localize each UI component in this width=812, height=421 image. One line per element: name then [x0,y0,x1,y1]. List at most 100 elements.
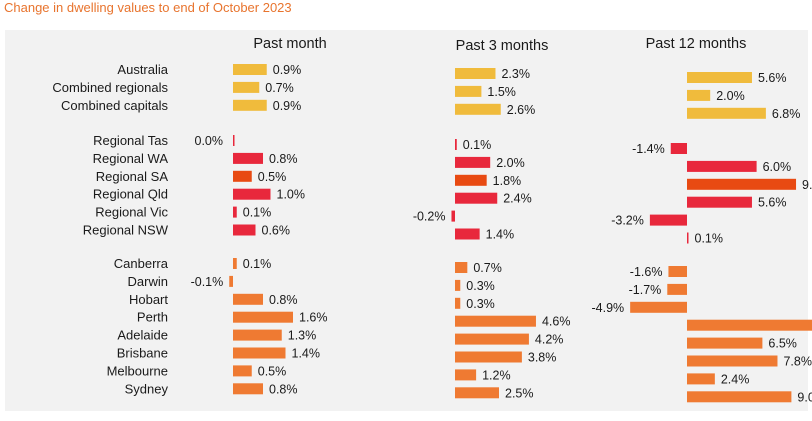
data-label-past-3-months-regional-nsw: 1.4% [486,228,515,242]
bar-past-12-months-sydney [687,391,792,403]
bar-past-3-months-hobart [455,297,461,309]
data-label-past-12-months-regional-tas: -1.4% [632,142,665,156]
bar-past-12-months-combined-regionals [687,89,711,101]
data-label-past-3-months-regional-vic: -0.2% [413,210,446,224]
bar-past-3-months-regional-vic [451,210,455,222]
category-label-regional-sa: Regional SA [96,169,169,184]
bar-past-month-regional-tas [233,135,235,146]
data-label-past-month-regional-wa: 0.8% [269,152,298,166]
data-label-past-3-months-sydney: 2.5% [505,386,534,400]
category-label-sydney: Sydney [125,381,169,396]
category-label-melbourne: Melbourne [107,363,168,378]
category-label-canberra: Canberra [114,256,169,271]
category-label-combined-regionals: Combined regionals [52,80,168,95]
data-label-past-12-months-australia: 5.6% [758,71,787,85]
bar-past-12-months-hobart [630,301,687,313]
data-label-past-3-months-brisbane: 3.8% [528,351,557,365]
category-label-perth: Perth [137,310,168,325]
data-label-past-12-months-regional-vic: -3.2% [611,214,644,228]
data-label-past-month-darwin: -0.1% [191,275,224,289]
bar-past-month-australia [233,64,267,75]
bar-past-3-months-sydney [455,387,499,399]
bar-past-month-regional-wa [233,152,263,164]
bar-past-12-months-regional-tas [670,143,687,154]
bar-past-12-months-melbourne [687,373,715,385]
bar-past-3-months-melbourne [455,369,477,381]
data-label-past-month-sydney: 0.8% [269,382,298,396]
data-label-past-month-melbourne: 0.5% [258,364,287,378]
bar-past-month-canberra [233,258,237,269]
category-label-combined-capitals: Combined capitals [61,98,168,113]
bar-past-month-hobart [233,293,263,305]
category-label-regional-qld: Regional Qld [93,187,168,202]
data-label-past-12-months-sydney: 9.0% [797,390,812,404]
bar-past-12-months-regional-nsw [687,232,689,244]
bar-past-month-combined-regionals [233,81,260,93]
bar-past-month-perth [233,311,293,323]
data-label-past-12-months-brisbane: 7.8% [783,355,812,369]
bar-past-month-combined-capitals [233,99,267,111]
data-label-past-3-months-canberra: 0.7% [473,261,502,275]
bar-past-12-months-perth [687,319,812,331]
data-label-past-3-months-perth: 4.6% [542,315,571,329]
data-label-past-12-months-canberra: -1.6% [630,265,663,279]
data-label-past-month-combined-regionals: 0.7% [265,81,294,95]
bar-past-12-months-regional-sa [687,178,797,190]
data-label-past-month-regional-vic: 0.1% [243,206,272,220]
data-label-past-3-months-darwin: 0.3% [466,279,495,293]
data-label-past-12-months-regional-qld: 5.6% [758,196,787,210]
data-label-past-12-months-melbourne: 2.4% [721,372,750,386]
data-label-past-3-months-adelaide: 4.2% [535,333,564,347]
bar-past-month-adelaide [233,329,282,341]
series-header-past-12-months: Past 12 months [646,36,747,52]
bar-past-3-months-adelaide [455,333,529,345]
data-label-past-month-canberra: 0.1% [243,257,272,271]
category-label-regional-nsw: Regional NSW [83,223,169,238]
bar-past-12-months-regional-qld [687,196,752,208]
data-label-past-3-months-combined-capitals: 2.6% [507,103,536,117]
bar-past-month-regional-vic [233,206,237,218]
bar-past-12-months-combined-capitals [687,107,766,119]
bar-past-3-months-regional-nsw [455,228,480,240]
bar-past-3-months-perth [455,315,536,327]
bar-past-3-months-australia [455,68,496,79]
bar-past-12-months-regional-vic [649,214,687,226]
data-label-past-3-months-hobart: 0.3% [466,297,495,311]
bar-past-3-months-regional-sa [455,174,487,186]
bar-past-month-sydney [233,383,263,395]
bar-past-month-darwin [229,275,233,287]
bar-past-12-months-regional-wa [687,160,757,172]
category-label-brisbane: Brisbane [117,346,168,361]
bar-past-12-months-australia [687,72,752,83]
data-label-past-12-months-combined-capitals: 6.8% [772,107,801,121]
bar-past-12-months-darwin [667,283,687,295]
data-label-past-month-regional-qld: 1.0% [277,188,306,202]
category-label-hobart: Hobart [129,292,168,307]
bar-past-month-brisbane [233,347,286,359]
data-label-past-3-months-regional-tas: 0.1% [463,138,492,152]
series-header-past-3-months: Past 3 months [456,38,549,54]
data-label-past-month-regional-sa: 0.5% [258,170,287,184]
data-label-past-3-months-combined-regionals: 1.5% [487,85,516,99]
data-label-past-12-months-darwin: -1.7% [629,283,662,297]
bar-past-12-months-canberra [668,266,687,277]
data-label-past-12-months-combined-regionals: 2.0% [716,89,745,103]
bar-past-3-months-regional-wa [455,156,491,168]
category-label-darwin: Darwin [128,274,168,289]
data-label-past-3-months-regional-wa: 2.0% [496,156,525,170]
data-label-past-3-months-regional-sa: 1.8% [493,174,522,188]
data-label-past-12-months-regional-nsw: 0.1% [695,232,724,246]
bar-past-3-months-combined-regionals [455,85,482,97]
bar-past-3-months-canberra [455,262,468,273]
data-label-past-3-months-australia: 2.3% [501,67,529,81]
category-label-adelaide: Adelaide [117,328,168,343]
data-label-past-12-months-regional-sa: 9.4% [802,178,812,192]
data-label-past-month-perth: 1.6% [299,311,328,325]
bar-past-month-regional-qld [233,188,271,200]
data-label-past-12-months-hobart: -4.9% [592,301,625,315]
category-label-australia: Australia [117,62,168,77]
bar-past-3-months-combined-capitals [455,103,501,115]
bar-past-3-months-brisbane [455,351,522,363]
category-label-regional-wa: Regional WA [93,151,169,166]
bar-past-month-melbourne [233,365,252,377]
